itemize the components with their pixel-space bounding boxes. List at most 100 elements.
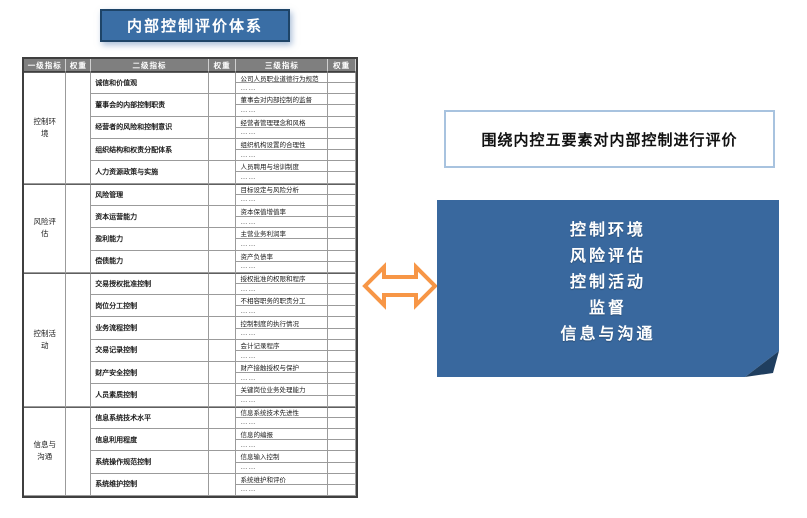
level2-cell: 盈利能力 xyxy=(91,228,209,251)
folded-corner-icon xyxy=(745,351,779,377)
weight-cell xyxy=(328,261,356,273)
level2-cell: 业务流程控制 xyxy=(91,317,209,340)
ellipsis-cell: …… xyxy=(236,306,329,318)
level2-cell: 偿债能力 xyxy=(91,250,209,273)
weight-cell xyxy=(66,72,92,184)
level2-cell: 系统维护控制 xyxy=(91,473,209,496)
weight-cell xyxy=(328,138,356,151)
level1-cell: 控制环境 xyxy=(24,72,67,184)
callout-box: 围绕内控五要素对内部控制进行评价 xyxy=(444,110,775,168)
ellipsis-cell: …… xyxy=(236,172,329,184)
ellipsis-cell: …… xyxy=(236,105,329,117)
level3-cell: 信息系统技术先进性 xyxy=(236,406,329,418)
weight-cell xyxy=(66,272,92,407)
weight-cell xyxy=(66,183,92,273)
weight-cell xyxy=(328,395,356,407)
level3-cell: 主营业务利润率 xyxy=(236,228,329,240)
ellipsis-cell: …… xyxy=(236,150,329,162)
weight-cell xyxy=(328,373,356,385)
level2-cell: 董事会的内部控制职责 xyxy=(91,94,209,117)
weight-cell xyxy=(328,317,356,329)
ellipsis-cell: …… xyxy=(236,261,329,273)
level3-cell: 会计记录程序 xyxy=(236,339,329,351)
weight-cell xyxy=(328,228,356,240)
level3-cell: 系统维护和评价 xyxy=(236,473,329,485)
weight-cell xyxy=(328,150,356,162)
weight-cell xyxy=(328,440,356,452)
level3-cell: 人员聘用与培训制度 xyxy=(236,161,329,173)
weight-cell xyxy=(208,339,237,363)
ellipsis-cell: …… xyxy=(236,83,329,95)
level2-cell: 组织结构和权责分配体系 xyxy=(91,138,209,162)
level1-cell: 风险评估 xyxy=(24,183,67,273)
ellipsis-cell: …… xyxy=(236,328,329,340)
weight-cell xyxy=(328,183,356,195)
weight-cell xyxy=(328,462,356,474)
element-item: 监督 xyxy=(588,299,627,317)
weight-cell xyxy=(328,205,356,218)
five-elements-panel: 控制环境 风险评估 控制活动 监督 信息与沟通 xyxy=(437,200,779,377)
element-item: 控制环境 xyxy=(569,221,646,239)
level3-cell: 信息输入控制 xyxy=(236,451,329,463)
ellipsis-cell: …… xyxy=(236,440,329,452)
weight-cell xyxy=(208,384,237,407)
weight-cell xyxy=(328,250,356,262)
weight-cell xyxy=(328,217,356,229)
table-header-cell: 二级指标 xyxy=(91,59,209,72)
ellipsis-cell: …… xyxy=(236,127,329,139)
level2-cell: 交易记录控制 xyxy=(91,339,209,363)
weight-cell xyxy=(208,72,237,95)
ellipsis-cell: …… xyxy=(236,462,329,474)
weight-cell xyxy=(328,83,356,95)
weight-cell xyxy=(208,362,237,385)
weight-cell xyxy=(328,384,356,396)
level1-cell: 控制活动 xyxy=(24,272,67,407)
ellipsis-cell: …… xyxy=(236,395,329,407)
callout-text: 围绕内控五要素对内部控制进行评价 xyxy=(481,131,738,149)
ellipsis-cell: …… xyxy=(236,350,329,363)
level2-cell: 诚信和价值观 xyxy=(91,72,209,95)
table-header-cell: 权重 xyxy=(328,59,356,72)
level2-cell: 人员素质控制 xyxy=(91,384,209,407)
level3-cell: 资本保值增值率 xyxy=(236,205,329,218)
weight-cell xyxy=(328,350,356,363)
weight-cell xyxy=(328,105,356,117)
level3-cell: 不相容职务的职责分工 xyxy=(236,295,329,307)
weight-cell xyxy=(208,228,237,251)
table-header-cell: 一级指标 xyxy=(24,59,67,72)
level3-cell: 授权批准的权限和程序 xyxy=(236,272,329,284)
level3-cell: 经营者管理理念和风格 xyxy=(236,116,329,128)
weight-cell xyxy=(66,406,92,496)
weight-cell xyxy=(208,138,237,162)
ellipsis-cell: …… xyxy=(236,484,329,496)
weight-cell xyxy=(208,94,237,117)
level1-cell: 信息与沟通 xyxy=(24,406,67,496)
weight-cell xyxy=(328,362,356,374)
ellipsis-cell: …… xyxy=(236,239,329,251)
weight-cell xyxy=(208,183,237,206)
element-item: 信息与沟通 xyxy=(560,325,656,343)
level2-cell: 系统操作规范控制 xyxy=(91,451,209,474)
weight-cell xyxy=(328,328,356,340)
weight-cell xyxy=(328,72,356,84)
level2-cell: 风险管理 xyxy=(91,183,209,206)
weight-cell xyxy=(328,239,356,251)
ellipsis-cell: …… xyxy=(236,373,329,385)
level3-cell: 信息的编报 xyxy=(236,429,329,441)
level3-cell: 关键岗位业务处理能力 xyxy=(236,384,329,396)
level3-cell: 组织机构设置的合理性 xyxy=(236,138,329,151)
table-header-cell: 权重 xyxy=(66,59,92,72)
weight-cell xyxy=(328,161,356,173)
weight-cell xyxy=(328,406,356,418)
level2-cell: 财产安全控制 xyxy=(91,362,209,385)
level3-cell: 目标设定与风险分析 xyxy=(236,183,329,195)
weight-cell xyxy=(208,473,237,496)
ellipsis-cell: …… xyxy=(236,284,329,296)
weight-cell xyxy=(328,94,356,106)
weight-cell xyxy=(208,205,237,229)
level2-cell: 人力资源政策与实施 xyxy=(91,161,209,184)
weight-cell xyxy=(328,172,356,184)
weight-cell xyxy=(208,451,237,474)
level3-cell: 公司人员职业道德行为规范 xyxy=(236,72,329,84)
level2-cell: 岗位分工控制 xyxy=(91,295,209,318)
